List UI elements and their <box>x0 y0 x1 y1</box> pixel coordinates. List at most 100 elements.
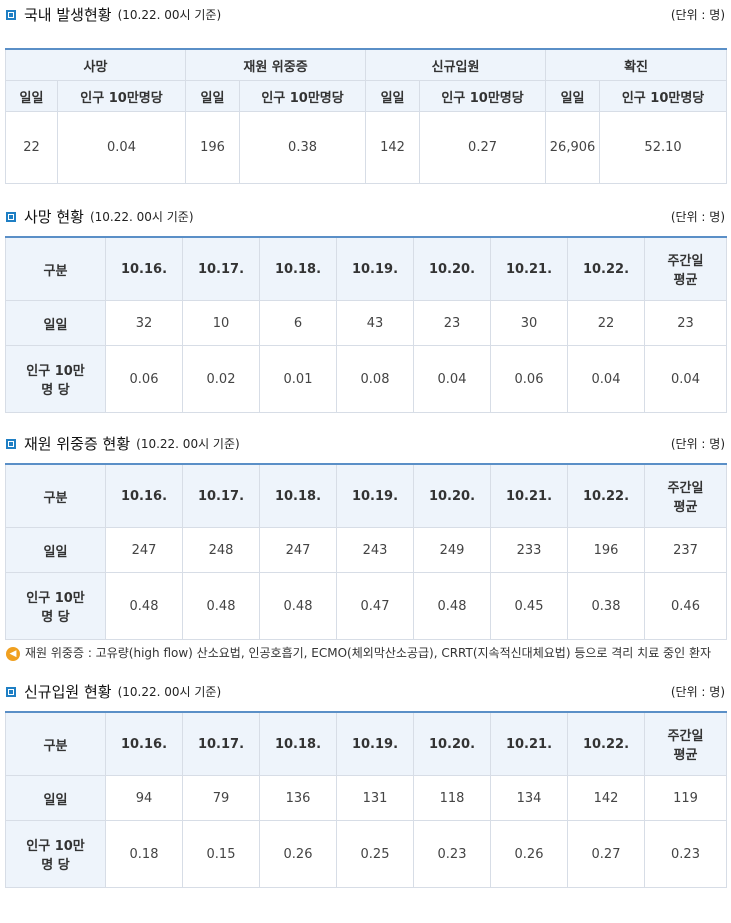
domestic-subheader: 일일 <box>5 80 58 112</box>
death-per-cell: 0.08 <box>336 345 414 413</box>
severe-per-cell: 0.38 <box>567 572 645 640</box>
death-header-date: 10.22. <box>567 236 645 301</box>
admission-daily-cell: 118 <box>413 775 491 821</box>
admission-header-category: 구분 <box>5 711 106 776</box>
admission-daily-cell: 119 <box>644 775 727 821</box>
death-per-cell: 0.01 <box>259 345 337 413</box>
severe-header-date: 10.19. <box>336 463 414 528</box>
severe-note-text: 재원 위중증 : 고유량(high flow) 산소요법, 인공호흡기, ECM… <box>25 646 712 660</box>
admission-daily-cell: 142 <box>567 775 645 821</box>
severe-header-date: 10.20. <box>413 463 491 528</box>
severe-daily-cell: 233 <box>490 527 568 573</box>
death-header-date: 10.16. <box>105 236 183 301</box>
admission-section-header: 신규입원 현황 (10.22. 00시 기준) (단위 : 명) <box>0 677 731 705</box>
square-bullet-icon <box>6 211 16 222</box>
death-per-cell: 0.06 <box>105 345 183 413</box>
domestic-group-header: 확진 <box>545 48 728 81</box>
admission-subtitle: (10.22. 00시 기준) <box>117 685 222 699</box>
severe-title-group: 재원 위중증 현황 (10.22. 00시 기준) <box>6 433 240 454</box>
domestic-group-header: 재원 위중증 <box>185 48 367 81</box>
severe-daily-cell: 249 <box>413 527 491 573</box>
admission-per-cell: 0.27 <box>567 820 645 888</box>
death-daily-cell: 6 <box>259 300 337 346</box>
severe-daily-cell: 247 <box>259 527 337 573</box>
severe-per-cell: 0.45 <box>490 572 568 640</box>
death-per-cell: 0.04 <box>413 345 491 413</box>
admission-header-date: 10.22. <box>567 711 645 776</box>
death-daily-cell: 10 <box>182 300 260 346</box>
severe-header-weekly-avg: 주간일 평균 <box>644 463 727 528</box>
domestic-subheader: 일일 <box>545 80 601 112</box>
severe-header-date: 10.22. <box>567 463 645 528</box>
death-header-date: 10.17. <box>182 236 260 301</box>
domestic-title-group: 국내 발생현황 (10.22. 00시 기준) <box>6 4 221 25</box>
domestic-subheader: 인구 10만명당 <box>239 80 367 112</box>
severe-header-category: 구분 <box>5 463 106 528</box>
death-daily-cell: 32 <box>105 300 183 346</box>
severe-row-label: 인구 10만 명 당 <box>5 572 106 640</box>
domestic-subheader: 인구 10만명당 <box>419 80 547 112</box>
severe-header-row: 구분 10.16. 10.17. 10.18. 10.19. 10.20. 10.21. 10… <box>5 463 727 528</box>
admission-header-date: 10.17. <box>182 711 260 776</box>
admission-unit: (단위 : 명) <box>670 685 725 699</box>
severe-per-cell: 0.48 <box>182 572 260 640</box>
severe-row-daily: 일일 247 248 247 243 249 233 196 237 <box>5 527 727 573</box>
speaker-icon: ◀ <box>6 647 20 661</box>
admission-header-date: 10.18. <box>259 711 337 776</box>
death-daily-cell: 23 <box>413 300 491 346</box>
severe-daily-cell: 247 <box>105 527 183 573</box>
severe-header-date: 10.18. <box>259 463 337 528</box>
admission-header-date: 10.19. <box>336 711 414 776</box>
death-row-label: 인구 10만 명 당 <box>5 345 106 413</box>
severe-header-date: 10.21. <box>490 463 568 528</box>
death-daily-cell: 22 <box>567 300 645 346</box>
admission-daily-cell: 79 <box>182 775 260 821</box>
severe-per-cell: 0.48 <box>413 572 491 640</box>
admission-per-cell: 0.26 <box>490 820 568 888</box>
domestic-group-header: 사망 <box>4 48 187 81</box>
death-daily-cell: 43 <box>336 300 414 346</box>
admission-daily-cell: 94 <box>105 775 183 821</box>
square-bullet-icon <box>6 686 16 697</box>
domestic-value-cell: 142 <box>365 111 421 184</box>
domestic-title: 국내 발생현황 <box>24 6 112 24</box>
death-header-date: 10.18. <box>259 236 337 301</box>
domestic-table: 사망 재원 위중증 신규입원 확진 일일 인구 10만명당 일일 인구 10만명… <box>4 48 728 184</box>
domestic-subheader: 일일 <box>185 80 241 112</box>
death-header-weekly-avg: 주간일 평균 <box>644 236 727 301</box>
admission-daily-cell: 131 <box>336 775 414 821</box>
domestic-value-cell: 0.38 <box>239 111 367 184</box>
admission-daily-cell: 136 <box>259 775 337 821</box>
admission-row-label: 인구 10만 명 당 <box>5 820 106 888</box>
admission-per-cell: 0.23 <box>413 820 491 888</box>
severe-note: ◀ 재원 위중증 : 고유량(high flow) 산소요법, 인공호흡기, E… <box>6 646 718 661</box>
domestic-value-cell: 52.10 <box>599 111 728 184</box>
death-header-date: 10.19. <box>336 236 414 301</box>
admission-daily-cell: 134 <box>490 775 568 821</box>
admission-header-row: 구분 10.16. 10.17. 10.18. 10.19. 10.20. 10.21. 10… <box>5 711 727 776</box>
domestic-value-cell: 196 <box>185 111 241 184</box>
domestic-unit: (단위 : 명) <box>670 8 725 22</box>
admission-row-label: 일일 <box>5 775 106 821</box>
domestic-value-cell: 26,906 <box>545 111 601 184</box>
severe-header-date: 10.17. <box>182 463 260 528</box>
domestic-value-cell: 22 <box>5 111 58 184</box>
severe-per-cell: 0.48 <box>259 572 337 640</box>
death-daily-cell: 30 <box>490 300 568 346</box>
admission-per-cell: 0.15 <box>182 820 260 888</box>
severe-daily-cell: 196 <box>567 527 645 573</box>
death-header-date: 10.21. <box>490 236 568 301</box>
admission-per-cell: 0.23 <box>644 820 727 888</box>
domestic-value-cell: 0.27 <box>419 111 547 184</box>
death-per-cell: 0.04 <box>644 345 727 413</box>
death-subtitle: (10.22. 00시 기준) <box>89 210 194 224</box>
admission-row-daily: 일일 94 79 136 131 118 134 142 119 <box>5 775 727 821</box>
severe-per-cell: 0.46 <box>644 572 727 640</box>
domestic-subtitle: (10.22. 00시 기준) <box>117 8 222 22</box>
severe-per-cell: 0.47 <box>336 572 414 640</box>
death-header-row: 구분 10.16. 10.17. 10.18. 10.19. 10.20. 10.21. 10… <box>5 236 727 301</box>
severe-header-date: 10.16. <box>105 463 183 528</box>
death-row-daily: 일일 32 10 6 43 23 30 22 23 <box>5 300 727 346</box>
severe-table: 구분 10.16. 10.17. 10.18. 10.19. 10.20. 10.21. 10… <box>5 463 727 640</box>
admission-title: 신규입원 현황 <box>24 683 112 701</box>
